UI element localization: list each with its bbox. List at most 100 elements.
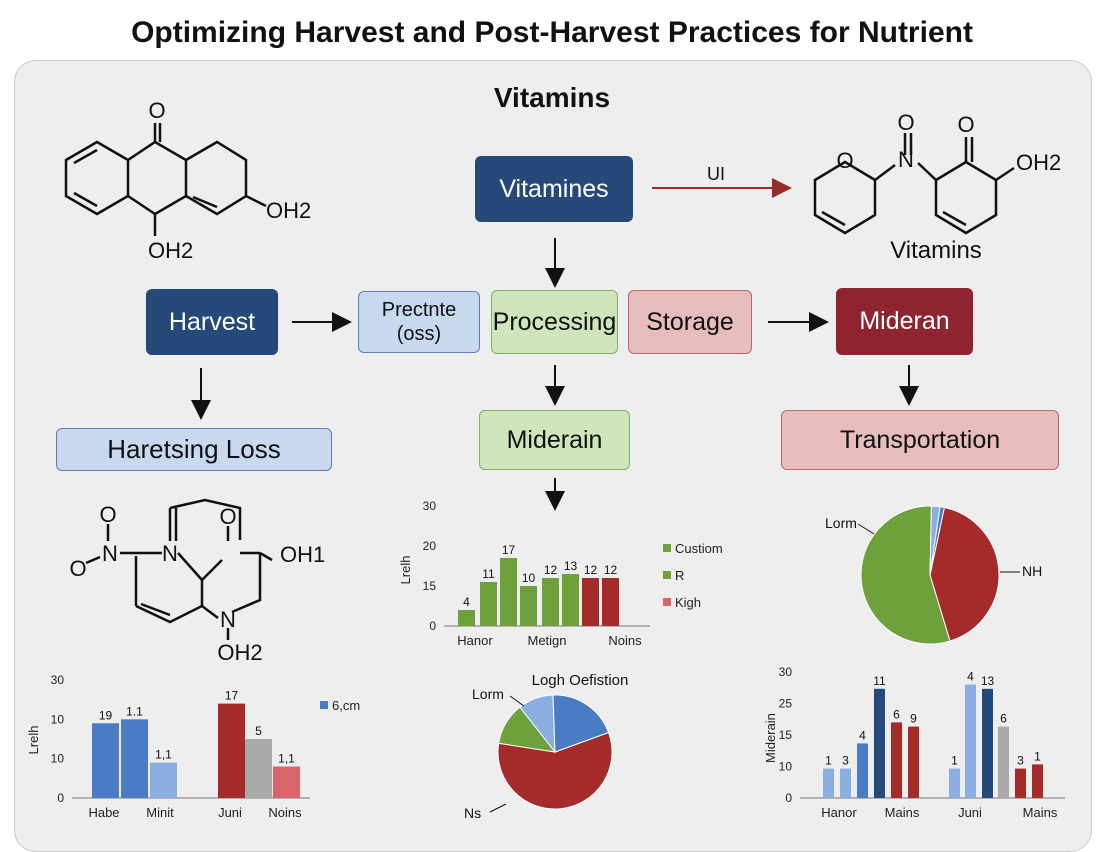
legend-label: 6,cm <box>332 698 360 713</box>
pie-slice <box>929 506 1000 642</box>
y-tick-label: 30 <box>423 499 437 513</box>
y-axis-label: Miderain <box>763 713 778 763</box>
x-tick-label: Metign <box>527 633 566 648</box>
molecule-2-atom: O <box>836 148 853 173</box>
y-axis-label: Lrelh <box>26 726 41 755</box>
y-tick-label: 10 <box>779 760 793 774</box>
molecule-1-atom: O <box>148 98 165 123</box>
chart-bar <box>823 768 834 798</box>
y-axis-label: Lrelh <box>398 556 413 585</box>
bar-value-label: 1 <box>1034 749 1041 763</box>
chart-bar <box>273 766 300 798</box>
molecule-3-atom: N <box>162 541 178 566</box>
bar-value-label: 1,1 <box>278 752 295 766</box>
bar-value-label: 4 <box>859 728 866 742</box>
molecule-3-atom: OH1 <box>280 542 325 567</box>
legend-swatch <box>663 598 671 606</box>
bar-value-label: 17 <box>225 689 239 703</box>
chart-bar <box>458 610 475 626</box>
chart-bar <box>1015 768 1026 798</box>
chart-bar <box>500 558 517 626</box>
chart-bar <box>150 762 177 798</box>
chart-bar <box>582 578 599 626</box>
pie-label: Ns <box>464 805 481 821</box>
pie-label: Lorm <box>472 686 504 702</box>
molecule-3-atom: O <box>219 504 236 529</box>
bar-value-label: 1 <box>951 754 958 768</box>
x-tick-label: Habe <box>88 805 119 820</box>
y-tick-label: 20 <box>423 539 437 553</box>
x-tick-label: Juni <box>958 805 982 820</box>
x-tick-label: Juni <box>218 805 242 820</box>
y-tick-label: 10 <box>51 752 65 766</box>
bar-value-label: 3 <box>842 754 849 768</box>
node-harvest: Harvest <box>146 289 278 355</box>
y-tick-label: 0 <box>429 619 436 633</box>
bar-value-label: 12 <box>544 563 558 577</box>
y-tick-label: 0 <box>785 791 792 805</box>
legend-swatch <box>663 544 671 552</box>
molecule-2-atom: OH2 <box>1016 150 1061 175</box>
molecule-3-atom: N <box>102 541 118 566</box>
pie-slice <box>860 505 951 645</box>
chart-bar <box>121 719 148 798</box>
x-tick-label: Noins <box>268 805 302 820</box>
node-vitamines: Vitamines <box>475 156 633 222</box>
node-prectnte-line2: (oss) <box>396 323 442 345</box>
bar-value-label: 10 <box>522 571 536 585</box>
bar-value-label: 1 <box>825 754 832 768</box>
chart-bar <box>92 723 119 798</box>
node-prectnte-line1: Prectnte <box>381 299 457 321</box>
pie-slice <box>497 731 613 810</box>
molecule-3 <box>85 498 273 640</box>
pie-title: Logh Oefistion <box>532 672 629 689</box>
bar-value-label: 13 <box>564 559 578 573</box>
bar-value-label: 19 <box>99 708 113 722</box>
x-tick-label: Noins <box>608 633 642 648</box>
bar-value-label: 11 <box>873 674 886 688</box>
x-tick-label: Hanor <box>457 633 493 648</box>
molecule-3-atom: N <box>220 607 236 632</box>
chart-bar <box>965 684 976 798</box>
pie-label: NH <box>1022 563 1042 579</box>
molecule-3-atom: O <box>69 556 86 581</box>
x-tick-label: Minit <box>146 805 174 820</box>
molecule-2-atom: N <box>898 147 914 172</box>
y-tick-label: 30 <box>51 673 65 687</box>
node-mideran: Mideran <box>836 288 973 355</box>
chart-bar <box>562 574 579 626</box>
pie-leader-line <box>509 695 525 707</box>
legend-label: Kigh <box>675 595 701 610</box>
bar-value-label: 1.1 <box>126 704 143 718</box>
y-tick-label: 15 <box>779 728 793 742</box>
bar-value-label: 4 <box>463 595 470 609</box>
molecule-2-atom: O <box>897 110 914 135</box>
bar-value-label: 5 <box>255 724 262 738</box>
chart-bar <box>1032 764 1043 798</box>
bar-value-label: 6 <box>893 707 900 721</box>
bar-value-label: 11 <box>482 567 495 581</box>
chart-bar <box>998 726 1009 798</box>
diagram-graphics: UI O OH2 OH2 O O N O OH2 Vitamins <box>26 98 1065 821</box>
chart-bar <box>840 768 851 798</box>
bar-value-label: 17 <box>502 543 516 557</box>
legend-swatch <box>663 571 671 579</box>
chart-bar <box>480 582 497 626</box>
node-prectnte: Prectnte (oss) <box>358 291 480 353</box>
molecule-3-atom: O <box>99 502 116 527</box>
bar-value-label: 13 <box>981 674 995 688</box>
pie-leader-line <box>857 523 875 535</box>
y-tick-label: 15 <box>423 579 437 593</box>
x-tick-label: Mains <box>1023 805 1058 820</box>
molecule-2 <box>813 133 1015 235</box>
pie-slice <box>552 694 610 753</box>
x-tick-label: Hanor <box>821 805 857 820</box>
chart-bar <box>982 688 993 798</box>
chart-bar <box>245 739 272 798</box>
pie-label: Lorm <box>825 515 857 531</box>
node-storage: Storage <box>628 290 752 354</box>
pie-slice <box>929 506 945 576</box>
chart-bar <box>857 743 868 798</box>
molecule-2-caption: Vitamins <box>890 237 982 264</box>
chart-bar <box>874 688 885 798</box>
